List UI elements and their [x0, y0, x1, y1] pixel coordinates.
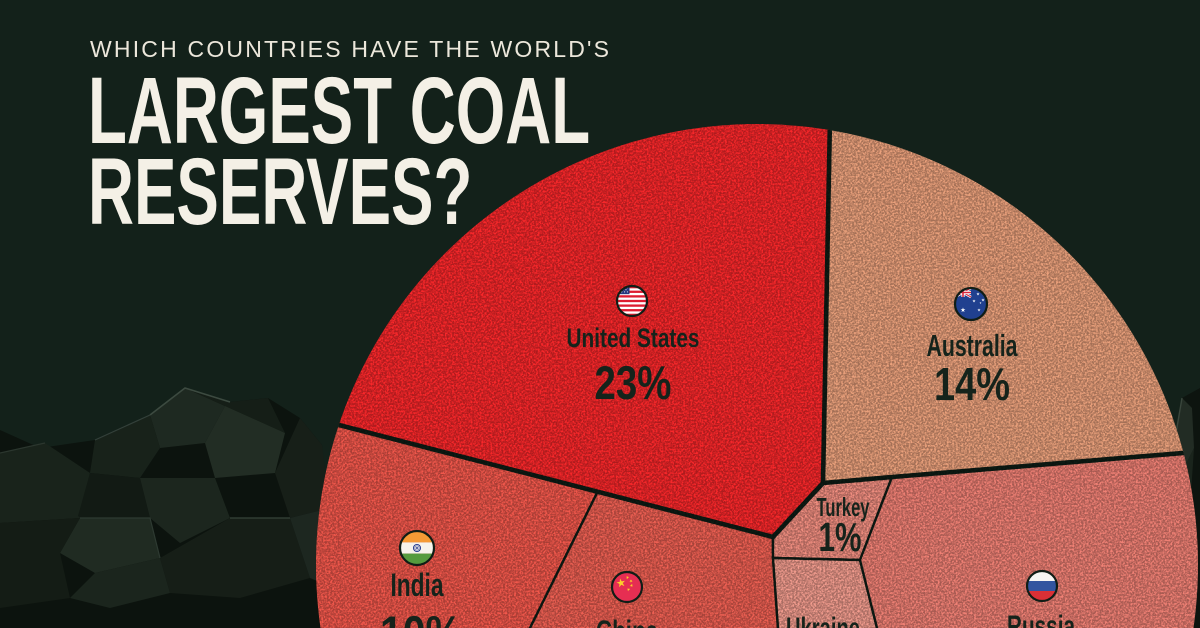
russia-flag-icon — [1025, 569, 1059, 603]
coal-pile-image — [0, 387, 334, 628]
us-flag-icon — [615, 284, 649, 318]
value-india: 10% — [380, 606, 462, 628]
label-russia: Russia — [1007, 610, 1075, 628]
label-india: India — [391, 567, 444, 603]
india-flag-icon — [398, 529, 436, 567]
value-turkey: 1% — [819, 514, 862, 560]
value-united-states: 23% — [595, 356, 672, 409]
label-australia: Australia — [927, 328, 1019, 363]
chart-title-line2: RESERVES? — [88, 139, 473, 245]
chart-title-line1: LARGEST COAL — [88, 58, 591, 164]
australia-flag-icon — [953, 286, 989, 322]
value-australia: 14% — [934, 358, 1010, 410]
title-block: WHICH COUNTRIES HAVE THE WORLD'S LARGEST… — [88, 36, 648, 240]
china-flag-icon — [610, 570, 644, 604]
label-ukraine: Ukraine — [786, 612, 860, 628]
label-united-states: United States — [567, 323, 700, 353]
label-china: China — [596, 615, 658, 628]
flag-badges — [398, 284, 1059, 604]
chart-title: LARGEST COAL RESERVES? — [88, 64, 590, 240]
chart-eyebrow-text: WHICH COUNTRIES HAVE THE WORLD'S — [90, 36, 612, 62]
label-turkey: Turkey — [817, 492, 870, 522]
